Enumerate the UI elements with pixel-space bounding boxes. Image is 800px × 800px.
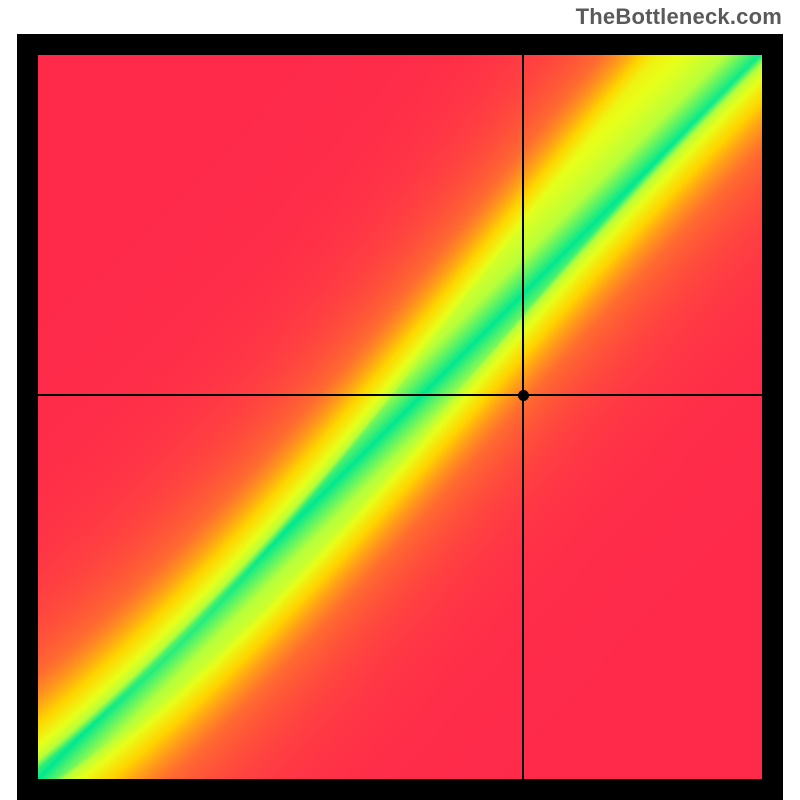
marker-dot [518, 390, 529, 401]
crosshair-horizontal [38, 394, 762, 396]
chart-container: TheBottleneck.com [0, 0, 800, 800]
heatmap-plot [17, 34, 783, 800]
attribution-watermark: TheBottleneck.com [576, 4, 782, 30]
crosshair-vertical [522, 55, 524, 779]
heatmap-canvas [38, 55, 762, 779]
